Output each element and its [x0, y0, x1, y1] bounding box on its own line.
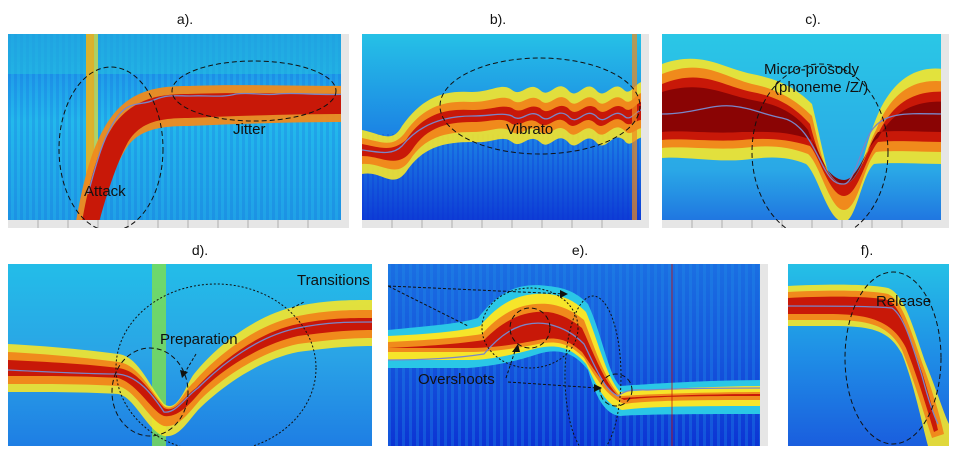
- release-annotation: Release: [876, 293, 931, 310]
- panel-b-label: b).: [489, 11, 507, 27]
- release-region: [844, 271, 942, 445]
- transitions-annotation: Transitions: [297, 272, 370, 289]
- panel-d-spectrogram: Preparation: [8, 264, 372, 446]
- panel-b-spectrogram: Vibrato: [362, 34, 649, 228]
- panel-e-spectrogram: Overshoots: [388, 264, 768, 446]
- micro-prosody-region: [751, 63, 889, 228]
- preparation-annotation: Preparation: [160, 331, 238, 348]
- panel-f-label: f).: [860, 242, 874, 258]
- panel-d-label: d).: [191, 242, 209, 258]
- jitter-region: [171, 60, 337, 122]
- panel-a-spectrogram: Attack Jitter: [8, 34, 349, 228]
- attack-region: [58, 66, 164, 228]
- vibrato-annotation: Vibrato: [506, 121, 553, 138]
- panel-e-label: e).: [571, 242, 589, 258]
- jitter-annotation: Jitter: [233, 121, 266, 138]
- attack-annotation: Attack: [84, 183, 126, 200]
- phoneme-annotation: (phoneme /Z/): [774, 79, 868, 96]
- preparation-region: [111, 347, 189, 437]
- vibrato-region: [439, 57, 641, 155]
- panel-f-spectrogram: Release: [788, 264, 949, 446]
- transition-region-e1: [481, 287, 579, 369]
- overshoot-region-1: [509, 307, 551, 349]
- transition-region-e2: [564, 295, 622, 446]
- transition-region-d: [115, 283, 317, 446]
- micro-prosody-annotation: Micro-prosody: [764, 61, 860, 78]
- panel-c-spectrogram: Micro-prosody (phoneme /Z/): [662, 34, 949, 228]
- panel-a-label: a).: [176, 11, 194, 27]
- overshoots-annotation: Overshoots: [418, 371, 495, 388]
- overshoot-region-2: [599, 373, 633, 407]
- panel-c-label: c).: [805, 11, 821, 27]
